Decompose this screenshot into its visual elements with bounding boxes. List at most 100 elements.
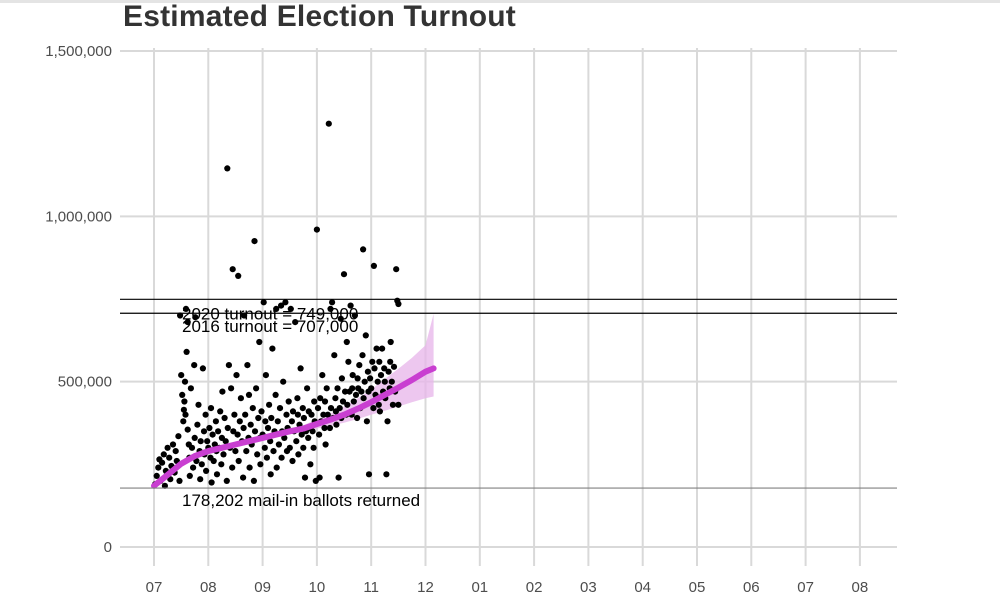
x-tick-label: 05	[689, 579, 706, 596]
data-point	[251, 238, 258, 245]
data-point	[260, 299, 267, 306]
trend-line	[151, 365, 437, 489]
data-point	[311, 398, 318, 405]
data-point	[287, 305, 294, 312]
data-point	[360, 246, 367, 253]
data-point	[176, 477, 183, 484]
reference-line-label: 2020 turnout = 749,000	[182, 304, 358, 323]
data-point	[166, 454, 173, 461]
data-point	[336, 405, 343, 412]
data-point	[222, 438, 229, 445]
data-point	[375, 401, 382, 408]
data-point	[293, 438, 300, 445]
data-point	[316, 474, 323, 481]
data-point	[182, 411, 189, 418]
data-point	[160, 451, 167, 458]
data-point	[251, 428, 259, 435]
data-point	[381, 365, 388, 372]
data-point	[305, 434, 312, 441]
data-point	[181, 378, 189, 385]
data-point	[179, 391, 186, 398]
data-point	[244, 362, 251, 369]
data-point	[209, 431, 216, 438]
data-point	[320, 411, 327, 418]
data-point	[379, 345, 386, 352]
data-point	[272, 391, 279, 398]
y-tick-label: 1,000,000	[45, 208, 112, 225]
data-point	[298, 431, 305, 438]
data-point	[356, 362, 363, 369]
data-point	[246, 464, 253, 471]
data-point	[215, 428, 222, 435]
data-point	[327, 305, 334, 312]
data-point	[234, 431, 241, 438]
data-point	[254, 451, 261, 458]
data-point	[387, 358, 394, 365]
data-point	[184, 426, 191, 433]
data-point	[319, 372, 326, 379]
data-point	[263, 454, 270, 461]
data-point	[262, 372, 269, 379]
data-point	[280, 378, 287, 385]
data-point	[313, 226, 320, 233]
data-point	[345, 358, 352, 365]
data-point	[229, 266, 236, 273]
data-point	[169, 441, 177, 448]
data-point	[325, 120, 332, 127]
data-point	[275, 441, 282, 448]
data-point	[236, 418, 243, 425]
data-point	[359, 352, 366, 359]
data-point	[235, 272, 242, 279]
y-tick-label: 0	[104, 539, 112, 556]
data-point	[253, 385, 260, 392]
data-point	[369, 358, 376, 365]
data-point	[385, 368, 392, 375]
reference-line-label: 178,202 mail-in ballots returned	[182, 491, 420, 510]
data-point	[191, 434, 198, 441]
data-point	[267, 471, 274, 478]
data-point	[213, 471, 221, 478]
data-point	[273, 464, 280, 471]
data-point	[395, 401, 402, 408]
data-point	[197, 476, 204, 483]
data-point	[255, 414, 262, 422]
data-point	[383, 471, 390, 478]
data-point	[339, 398, 347, 405]
data-point	[362, 332, 369, 339]
data-point	[295, 451, 302, 458]
data-point	[224, 165, 231, 172]
data-point	[208, 479, 215, 486]
data-point	[381, 378, 388, 385]
data-point	[310, 444, 317, 451]
data-point	[250, 477, 257, 484]
data-point	[262, 418, 269, 425]
data-point	[349, 385, 356, 392]
data-point	[308, 411, 315, 418]
data-point	[268, 414, 275, 422]
data-point	[180, 406, 187, 413]
data-point	[261, 444, 268, 451]
x-tick-label: 12	[417, 579, 434, 596]
data-point	[164, 444, 171, 451]
data-point	[281, 434, 288, 441]
data-point	[329, 299, 336, 306]
data-point	[220, 451, 227, 458]
data-point	[258, 408, 265, 415]
data-point	[314, 405, 322, 412]
data-point	[367, 375, 374, 382]
data-point	[371, 365, 378, 372]
data-point	[249, 405, 256, 412]
data-point	[267, 438, 274, 445]
data-point	[322, 441, 329, 448]
data-point	[172, 448, 179, 455]
data-point	[198, 461, 205, 468]
data-point	[273, 305, 280, 312]
data-point	[390, 363, 398, 370]
data-point	[197, 438, 204, 445]
data-point	[202, 411, 209, 418]
x-tick-label: 09	[254, 579, 271, 596]
x-tick-label: 08	[852, 579, 869, 596]
data-point	[256, 338, 263, 346]
x-tick-label: 07	[146, 579, 163, 596]
